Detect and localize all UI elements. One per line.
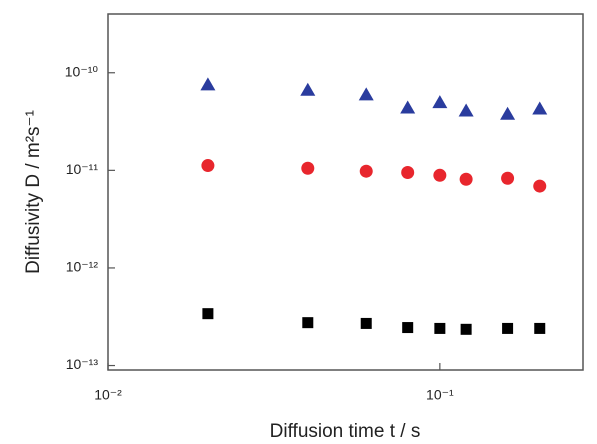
triangle-marker	[432, 95, 448, 109]
square-marker	[360, 317, 372, 329]
y-tick-label: 10⁻¹²	[66, 259, 99, 275]
triangle-marker	[200, 77, 216, 91]
triangle-marker	[400, 100, 416, 114]
triangle-marker	[532, 101, 548, 115]
square-marker	[434, 322, 446, 334]
circle-marker	[301, 161, 315, 175]
triangle-marker	[458, 103, 474, 117]
x-tick-label: 10⁻¹	[426, 387, 454, 403]
triangle-marker	[300, 82, 316, 96]
x-tick-label: 10⁻²	[94, 387, 122, 403]
square-marker	[502, 322, 514, 334]
square-marker	[460, 323, 472, 335]
y-tick-label: 10⁻¹³	[66, 356, 99, 372]
square-marker	[402, 322, 414, 334]
circle-marker	[359, 164, 373, 178]
triangle-marker	[358, 87, 374, 101]
y-tick-label: 10⁻¹⁰	[65, 63, 99, 79]
circle-marker	[533, 179, 547, 193]
circle-marker	[201, 159, 215, 173]
square-marker	[534, 322, 546, 334]
y-axis-title: Diffusivity D / m²s⁻¹	[23, 110, 44, 274]
circle-marker	[433, 168, 447, 182]
triangle-marker	[500, 106, 516, 120]
circle-marker	[401, 166, 415, 180]
x-axis-title: Diffusion time t / s	[270, 421, 421, 442]
square-marker	[302, 317, 314, 329]
circle-marker	[459, 172, 473, 186]
circle-marker	[501, 171, 515, 185]
plot-frame	[107, 13, 584, 371]
square-marker	[202, 308, 214, 320]
y-tick-label: 10⁻¹¹	[66, 161, 99, 177]
